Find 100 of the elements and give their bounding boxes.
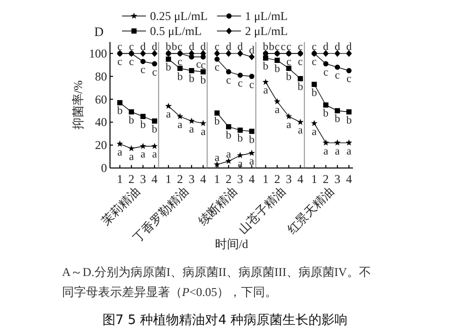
annotation: a	[238, 158, 243, 170]
annotation: b	[323, 108, 330, 120]
annotation: c	[214, 40, 220, 53]
x-tick-label: 2	[274, 172, 280, 186]
annotation: b	[226, 129, 232, 142]
annotation: b	[274, 62, 280, 75]
x-tick-label: 1	[262, 172, 269, 186]
annotation: a	[178, 118, 183, 131]
x-tick-label: 1	[214, 172, 220, 186]
annotation: d	[188, 40, 195, 53]
annotation: c	[298, 56, 303, 68]
annotation: c	[226, 74, 232, 86]
annotation: d	[200, 40, 206, 53]
annotation: a	[200, 126, 206, 138]
annotation: b	[188, 73, 195, 86]
annotation: c	[280, 40, 286, 53]
annotation: a	[166, 108, 171, 121]
annotation: c	[298, 40, 303, 53]
annotation: b	[200, 74, 206, 86]
annotation: a	[140, 148, 146, 161]
annotation: b	[117, 105, 124, 118]
x-tick-label: 3	[188, 172, 195, 186]
annotation: a	[249, 156, 254, 168]
annotation: a	[117, 146, 122, 158]
x-tick-label: 2	[177, 172, 184, 186]
y-tick-label: 100	[89, 46, 107, 60]
annotation: d	[226, 40, 232, 53]
annotation: b	[286, 70, 292, 83]
x-tick-label: 4	[200, 172, 206, 186]
annotation: b	[140, 118, 146, 131]
legend-label: 0.25 μL/mL	[150, 9, 208, 23]
text: 续断精油	[196, 184, 240, 228]
annotation: c	[140, 64, 146, 76]
x-tick-label: 4	[152, 172, 158, 186]
y-tick-label: 60	[95, 92, 107, 106]
annotation: c	[117, 40, 122, 53]
annotation: a	[263, 84, 268, 97]
legend-label: 0.5 μL/mL	[150, 24, 202, 38]
annotation: c	[312, 40, 317, 53]
annotation: b	[166, 40, 172, 53]
annotation: c	[128, 56, 134, 68]
annotation: b	[311, 86, 318, 99]
x-tick-label: 4	[248, 172, 255, 186]
y-tick-label: 20	[95, 138, 107, 152]
x-tick-label: 1	[116, 172, 123, 186]
annotation: c	[117, 56, 122, 68]
annotation: a	[298, 124, 303, 137]
annotation: b	[268, 40, 275, 53]
x-tick-label: 2	[322, 172, 329, 186]
text: D	[94, 24, 104, 39]
annotation: a	[189, 124, 194, 136]
x-tick-label: 4	[297, 172, 304, 186]
x-axis-title: 时间/d	[214, 237, 248, 251]
annotation: b	[249, 134, 255, 146]
legend-label: 1 μL/mL	[245, 9, 288, 23]
annotation: c	[323, 66, 328, 78]
x-tick-label: 3	[286, 172, 292, 186]
annotation: a	[334, 145, 340, 158]
x-tick-label: 1	[165, 172, 172, 186]
y-tick-label: 40	[95, 115, 107, 130]
annotation: c	[128, 40, 134, 53]
annotation: c	[312, 56, 317, 68]
annotation: c	[200, 59, 206, 72]
annotation: c	[178, 56, 183, 68]
y-tick-label: 80	[95, 69, 107, 84]
annotation: c	[334, 70, 340, 82]
annotation: a	[312, 126, 317, 138]
x-tick-label: 2	[226, 172, 232, 186]
annotation: a	[286, 118, 292, 131]
annotation: c	[152, 66, 158, 78]
annotation: c	[286, 40, 292, 53]
annotation: b	[177, 70, 184, 83]
x-tick-label: 3	[334, 172, 340, 186]
legend-label: 2 μL/mL	[245, 24, 288, 38]
annotation: d	[346, 40, 352, 53]
annotation: b	[172, 40, 178, 53]
annotation: a	[346, 145, 352, 158]
x-tick-label: 2	[128, 172, 134, 186]
annotation: b	[128, 114, 135, 126]
annotation: d	[249, 44, 255, 56]
annotation: a	[214, 152, 220, 164]
annotation: d	[323, 40, 330, 53]
annotation: b	[334, 113, 341, 126]
annotation: b	[152, 124, 158, 136]
annotation: b	[262, 60, 269, 73]
caption: 图7 5 种植物精油对4 种病原菌生长的影响	[101, 312, 349, 329]
text: A～D.分别为病原菌I、病原菌II、病原菌III、病原菌IV。不同字母表示差异显著（P<0.05），下同。	[62, 264, 372, 301]
annotation: d	[152, 40, 158, 53]
annotation: c	[286, 56, 292, 68]
annotation: c	[274, 40, 280, 53]
x-tick-label: 4	[346, 172, 352, 186]
annotation: b	[262, 40, 269, 53]
annotation: b	[346, 114, 352, 126]
annotation: a	[323, 145, 328, 158]
annotation: c	[214, 62, 220, 74]
annotation: d	[140, 40, 146, 53]
annotation: c	[238, 78, 243, 90]
y-tick-label: 0	[101, 161, 107, 175]
annotation: a	[274, 104, 280, 116]
annotation: a	[226, 148, 232, 161]
